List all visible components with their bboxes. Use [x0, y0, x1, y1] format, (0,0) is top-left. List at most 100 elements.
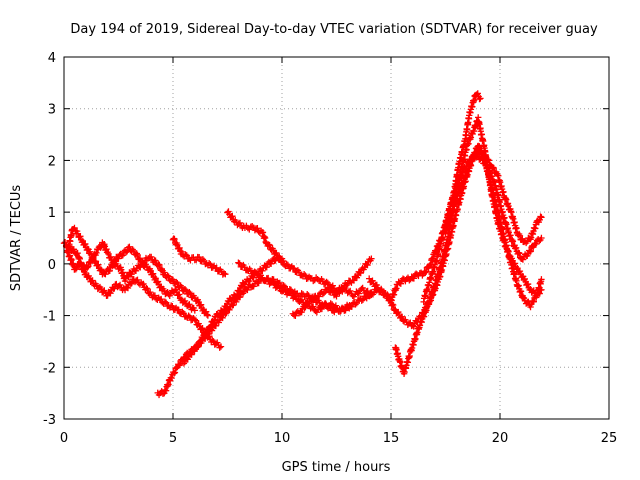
data-point — [343, 282, 350, 289]
data-point — [82, 240, 89, 248]
data-point — [186, 289, 193, 296]
data-point — [304, 290, 311, 298]
data-point — [111, 285, 118, 292]
data-point — [178, 284, 185, 291]
data-point — [122, 249, 130, 256]
x-tick-label: 20 — [492, 431, 509, 446]
data-point — [148, 253, 155, 261]
data-point — [275, 282, 282, 289]
data-point — [77, 233, 84, 240]
data-point — [511, 260, 519, 267]
data-point — [223, 309, 230, 317]
data-point — [134, 251, 141, 259]
data-point — [484, 156, 492, 163]
x-tick-label: 0 — [60, 431, 68, 446]
data-point — [235, 259, 242, 266]
series-track-4 — [154, 253, 286, 399]
data-point — [395, 308, 402, 316]
data-point — [254, 225, 261, 232]
data-point — [236, 260, 243, 267]
data-point — [292, 312, 299, 319]
data-point — [295, 268, 303, 276]
data-point — [490, 164, 497, 172]
data-point — [478, 147, 485, 155]
data-point — [538, 214, 545, 221]
data-point — [252, 269, 260, 276]
data-point — [182, 287, 190, 294]
data-point — [186, 301, 193, 308]
data-point — [298, 290, 305, 297]
data-point — [61, 239, 69, 246]
data-point — [309, 303, 317, 310]
data-point — [512, 244, 520, 252]
data-point — [92, 258, 100, 265]
data-point — [516, 250, 523, 257]
data-point — [222, 310, 229, 317]
data-point — [527, 247, 534, 255]
data-point — [80, 265, 87, 272]
data-point — [410, 323, 417, 330]
data-point — [170, 370, 178, 377]
data-point — [154, 278, 162, 285]
data-point — [197, 301, 205, 308]
data-point — [181, 286, 189, 293]
data-point — [129, 246, 136, 253]
data-point — [149, 270, 157, 277]
data-point — [368, 255, 375, 262]
data-point — [184, 356, 191, 363]
data-point — [477, 95, 484, 102]
data-point — [86, 248, 94, 255]
data-point — [119, 251, 127, 259]
data-point — [422, 268, 430, 275]
data-point — [347, 287, 354, 295]
data-point — [537, 213, 544, 220]
data-point — [151, 292, 159, 299]
data-point — [115, 255, 122, 262]
data-point — [342, 307, 349, 314]
data-point — [180, 310, 187, 317]
data-point — [195, 254, 203, 261]
data-point — [126, 243, 133, 250]
data-point — [226, 306, 233, 314]
plot-frame — [63, 56, 610, 420]
x-tick-label: 10 — [274, 431, 291, 446]
data-point — [152, 257, 159, 264]
series-track-13 — [442, 146, 545, 247]
data-point — [82, 269, 89, 277]
data-point — [236, 293, 244, 301]
data-point — [266, 241, 273, 249]
data-point — [140, 280, 147, 288]
data-point — [283, 260, 290, 268]
data-point — [161, 298, 169, 305]
data-point — [191, 316, 198, 323]
data-point — [199, 324, 206, 332]
data-point — [373, 281, 381, 289]
data-point — [89, 277, 96, 284]
data-point — [222, 271, 229, 278]
data-point — [145, 255, 152, 262]
data-point — [225, 208, 232, 215]
data-point — [169, 302, 176, 310]
data-point — [236, 219, 244, 227]
chart-title: Day 194 of 2019, Sidereal Day-to-day VTE… — [70, 22, 598, 37]
data-point — [182, 251, 189, 258]
data-point — [203, 311, 211, 318]
x-tick-label: 15 — [383, 431, 400, 446]
data-point — [352, 301, 359, 308]
data-point — [220, 270, 228, 277]
data-point — [340, 285, 347, 292]
y-tick-label: 3 — [48, 103, 56, 118]
series-track-11 — [392, 114, 545, 377]
data-point — [124, 284, 132, 292]
y-tick-label: -1 — [43, 310, 56, 325]
data-point — [328, 287, 335, 294]
data-point — [250, 283, 257, 290]
data-point — [116, 281, 124, 289]
data-point — [168, 374, 175, 382]
data-point — [398, 313, 406, 321]
data-point — [164, 272, 171, 279]
data-point — [175, 306, 182, 313]
data-point — [519, 256, 527, 263]
data-point — [169, 236, 177, 243]
data-point — [174, 279, 181, 287]
